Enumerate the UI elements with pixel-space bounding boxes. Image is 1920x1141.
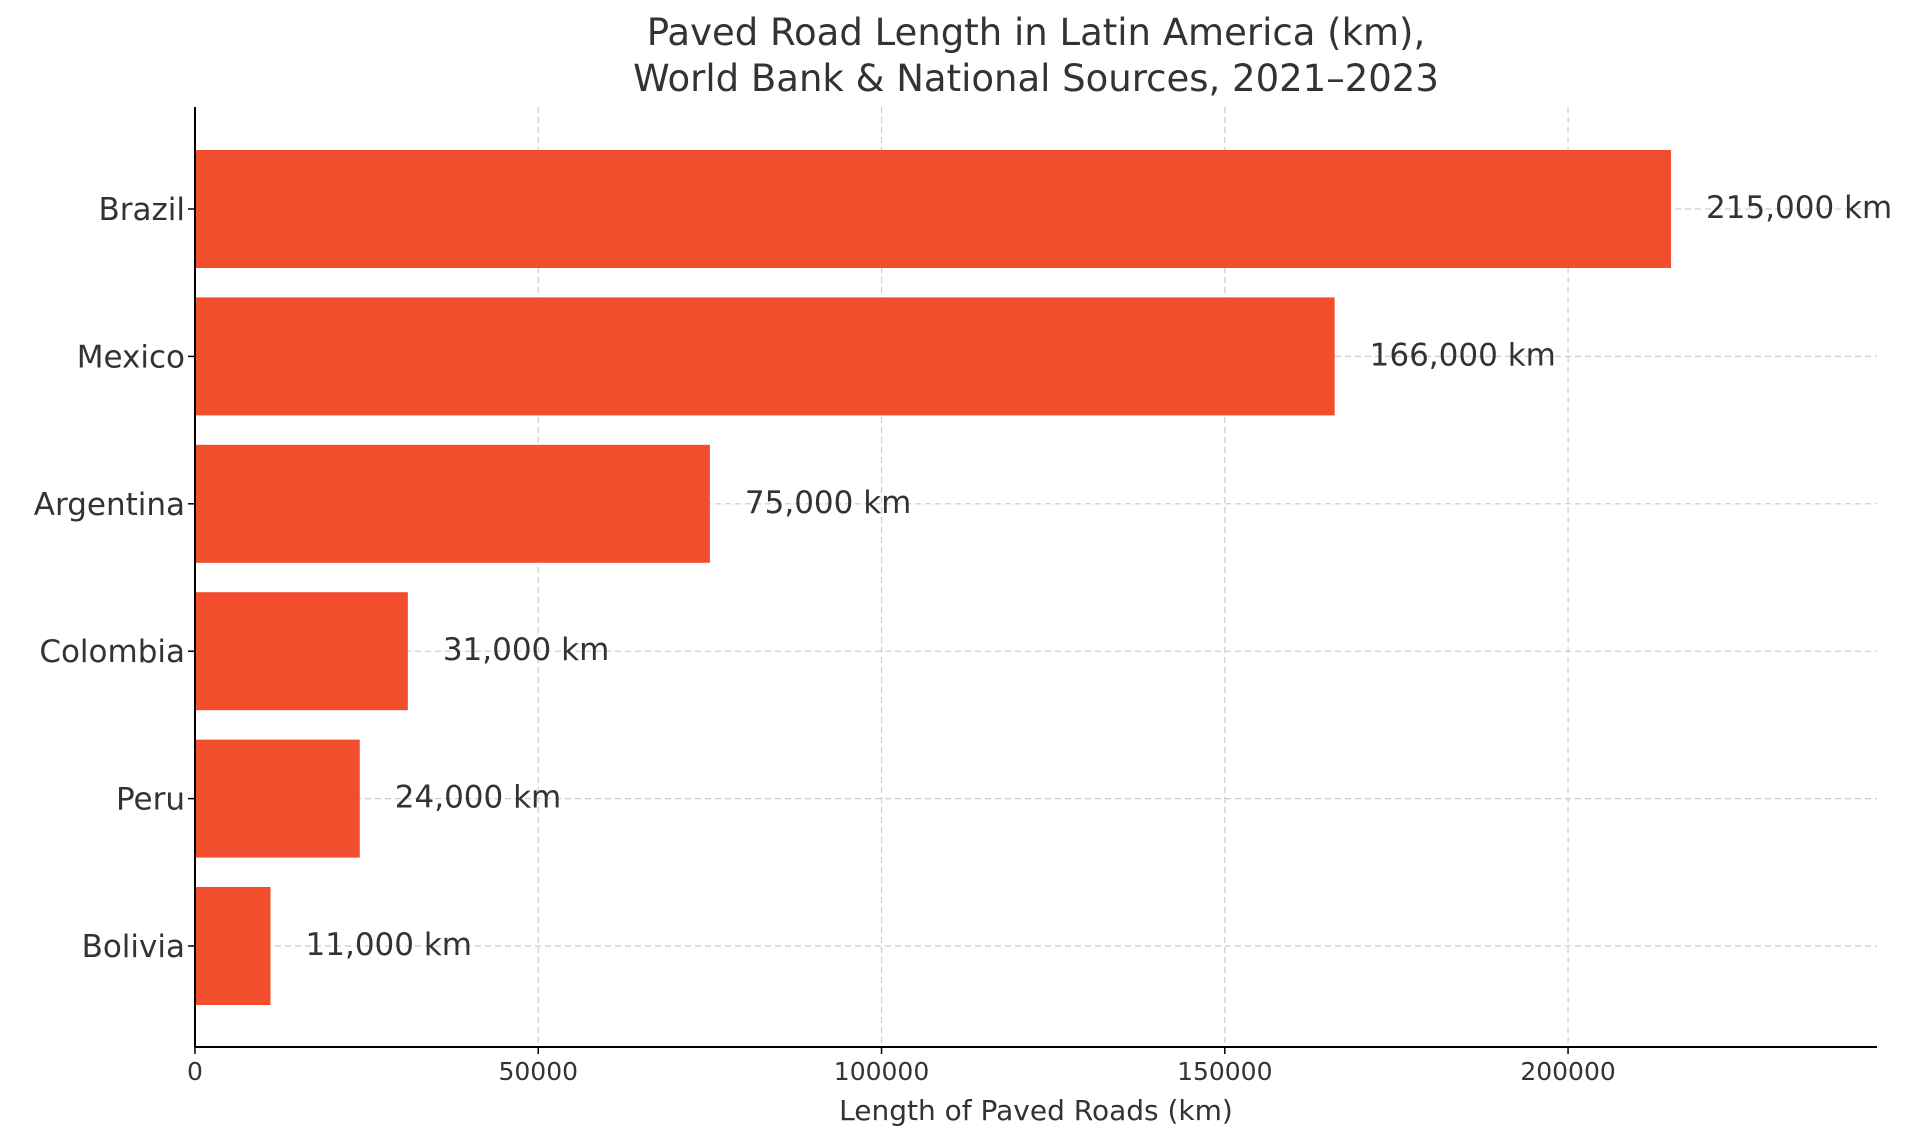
y-tick-label-colombia: Colombia — [39, 634, 185, 670]
y-axis-ticks: Brazil Mexico Argentina Colombia Peru Bolivia — [34, 192, 195, 965]
x-tick-label: 0 — [187, 1057, 203, 1086]
x-tick-label: 150000 — [1177, 1057, 1272, 1086]
x-axis-ticks: 0 50000 100000 150000 200000 — [187, 1047, 1616, 1086]
data-label-argentina: 75,000 km — [745, 485, 911, 521]
data-labels: 215,000 km 166,000 km 75,000 km 31,000 km 24… — [306, 190, 1893, 963]
bar-brazil — [195, 150, 1672, 268]
x-tick-label: 100000 — [834, 1057, 929, 1086]
y-tick-label-mexico: Mexico — [77, 339, 185, 375]
y-tick-label-argentina: Argentina — [34, 487, 185, 523]
bars — [195, 150, 1672, 1005]
bar-peru — [195, 739, 360, 858]
x-tick-label: 50000 — [498, 1057, 578, 1086]
data-label-mexico: 166,000 km — [1370, 337, 1556, 373]
data-label-bolivia: 11,000 km — [306, 927, 472, 963]
chart-title: Paved Road Length in Latin America (km),… — [633, 11, 1439, 100]
chart-title-line-1: Paved Road Length in Latin America (km), — [647, 11, 1425, 54]
x-tick-label: 200000 — [1520, 1057, 1615, 1086]
data-label-brazil: 215,000 km — [1706, 190, 1892, 226]
x-axis-label: Length of Paved Roads (km) — [839, 1094, 1233, 1127]
y-tick-label-bolivia: Bolivia — [82, 929, 185, 965]
bar-mexico — [195, 297, 1335, 416]
y-tick-label-brazil: Brazil — [98, 192, 185, 228]
axes — [194, 107, 1877, 1048]
bar-argentina — [195, 444, 710, 563]
data-label-colombia: 31,000 km — [443, 632, 609, 668]
y-tick-label-peru: Peru — [116, 782, 185, 818]
bar-colombia — [195, 592, 408, 711]
data-label-peru: 24,000 km — [395, 780, 561, 816]
bar-bolivia — [195, 887, 271, 1005]
chart-title-line-2: World Bank & National Sources, 2021–2023 — [633, 57, 1439, 100]
